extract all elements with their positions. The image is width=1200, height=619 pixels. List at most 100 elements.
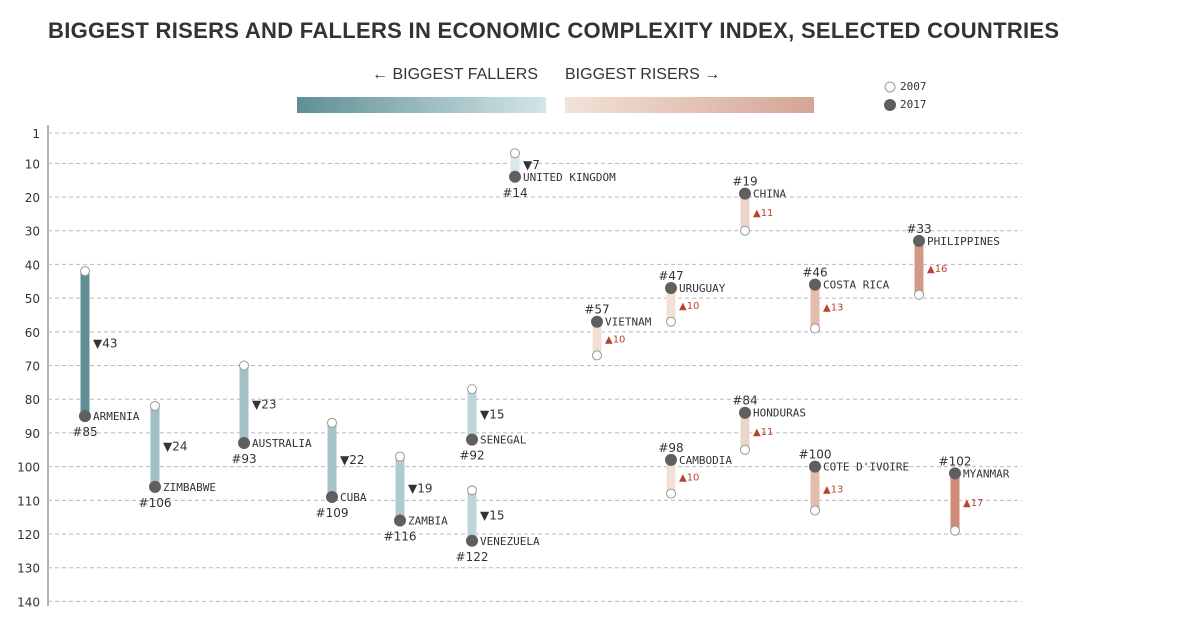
rank-2017-label: #85 (72, 425, 97, 439)
rank-2017-label: #46 (802, 266, 827, 280)
change-label: ▲13 (823, 485, 843, 496)
fallers-gradient-bar (297, 97, 546, 113)
change-label: ▼7 (523, 158, 540, 172)
rank-2017-label: #102 (939, 454, 972, 468)
marker-2007 (740, 225, 750, 236)
country-name-label: CAMBODIA (679, 454, 732, 467)
y-tick-label: 130 (17, 562, 40, 576)
rank-2017-label: #100 (799, 448, 832, 462)
y-tick-label: 40 (25, 258, 40, 272)
change-label: ▲17 (963, 498, 983, 509)
change-label: ▲13 (823, 303, 843, 314)
marker-2017 (913, 234, 925, 247)
marker-2007 (666, 488, 676, 499)
marker-2017 (466, 433, 478, 446)
change-label: ▼15 (480, 407, 505, 421)
marker-2007 (810, 505, 820, 516)
marker-2007 (150, 400, 160, 411)
change-label: ▼43 (93, 337, 118, 351)
marker-2017 (79, 410, 91, 423)
marker-2007 (467, 485, 477, 496)
rank-2017-label: #92 (459, 449, 484, 463)
rank-2017-label: #84 (732, 394, 757, 408)
y-tick-label: 20 (25, 191, 40, 205)
rank-2017-label: #122 (456, 550, 489, 564)
rank-2017-label: #19 (732, 175, 757, 189)
marker-2007 (950, 525, 960, 536)
country-name-label: COTE D'IVOIRE (823, 461, 909, 474)
legend-2017-marker (884, 99, 896, 111)
rank-2017-label: #57 (584, 303, 609, 317)
marker-2017 (809, 460, 821, 473)
legend-2017-label: 2017 (900, 98, 927, 111)
country-name-label: ARMENIA (93, 410, 140, 423)
y-tick-label: 60 (25, 326, 40, 340)
country-name-label: VENEZUELA (480, 535, 540, 548)
change-label: ▲10 (679, 301, 699, 312)
change-label: ▲11 (753, 427, 773, 438)
country-name-label: CUBA (340, 491, 367, 504)
y-tick-label: 120 (17, 528, 40, 542)
y-tick-label: 90 (25, 427, 40, 441)
y-tick-label: 1 (32, 127, 40, 141)
country-name-label: CHINA (753, 188, 786, 201)
marker-2017 (326, 490, 338, 503)
change-label: ▲11 (753, 208, 773, 219)
rank-2017-label: #47 (658, 269, 683, 283)
country-name-label: ZAMBIA (408, 515, 448, 528)
marker-2017 (739, 187, 751, 200)
marker-2017 (739, 406, 751, 419)
marker-2007 (510, 148, 520, 159)
y-tick-label: 110 (17, 494, 40, 508)
y-tick-label: 100 (17, 461, 40, 475)
country-name-label: COSTA RICA (823, 279, 890, 292)
rank-2017-label: #98 (658, 441, 683, 455)
rank-2017-label: #93 (231, 452, 256, 466)
change-label: ▲16 (927, 264, 947, 275)
rank-2017-label: #109 (316, 506, 349, 520)
marker-2017 (238, 437, 250, 450)
change-label: ▼22 (340, 453, 365, 467)
country-name-label: HONDURAS (753, 407, 806, 420)
y-tick-label: 50 (25, 292, 40, 306)
rank-2017-label: #33 (906, 222, 931, 236)
change-label: ▼23 (252, 397, 277, 411)
country-name-label: MYANMAR (963, 467, 1010, 480)
marker-2007 (914, 289, 924, 300)
chart-title: BIGGEST RISERS AND FALLERS IN ECONOMIC C… (48, 18, 1060, 43)
rank-2017-label: #106 (139, 496, 172, 510)
marker-2017 (665, 453, 677, 466)
marker-2007 (467, 384, 477, 395)
risers-gradient-bar (565, 97, 814, 113)
country-name-label: PHILIPPINES (927, 235, 1000, 248)
marker-2007 (666, 316, 676, 327)
marker-2007 (80, 266, 90, 277)
y-tick-label: 10 (25, 157, 40, 171)
change-label: ▼24 (163, 439, 188, 453)
country-name-label: SENEGAL (480, 434, 527, 447)
y-tick-label: 30 (25, 225, 40, 239)
legend-risers-label: BIGGEST RISERS → (565, 66, 721, 83)
y-tick-label: 80 (25, 393, 40, 407)
change-label: ▼15 (480, 508, 505, 522)
change-label: ▲10 (605, 335, 625, 346)
marker-2007 (239, 360, 249, 371)
marker-2017 (394, 514, 406, 527)
marker-2017 (466, 534, 478, 547)
change-label: ▼19 (408, 482, 433, 496)
y-tick-label: 140 (17, 595, 40, 609)
marker-2007 (740, 444, 750, 455)
y-tick-label: 70 (25, 360, 40, 374)
marker-2007 (810, 323, 820, 334)
legend-2007-marker (884, 81, 896, 93)
marker-2017 (591, 315, 603, 328)
marker-2017 (949, 467, 961, 480)
country-name-label: AUSTRALIA (252, 437, 312, 450)
marker-2017 (809, 278, 821, 291)
marker-2017 (149, 480, 161, 493)
marker-2007 (592, 350, 602, 361)
rank-2017-label: #116 (384, 530, 417, 544)
rank-2017-label: #14 (502, 186, 527, 200)
